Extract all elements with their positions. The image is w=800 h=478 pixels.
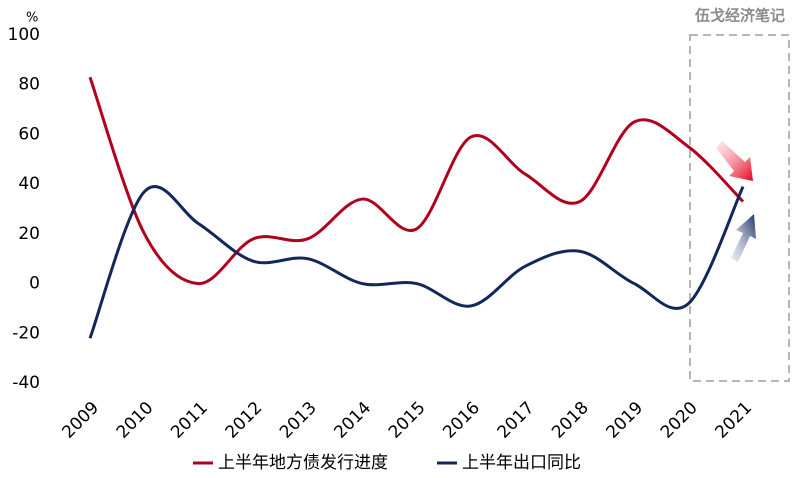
x-tick-label: 2021: [711, 398, 756, 443]
x-tick-label: 2010: [113, 398, 158, 443]
unit-label: %: [26, 11, 38, 26]
x-tick-label: 2016: [439, 398, 484, 443]
y-tick-label: 100: [8, 25, 40, 45]
line: [88, 76, 745, 286]
legend-label: 上半年地方债发行进度: [218, 453, 388, 473]
x-tick-label: 2013: [276, 398, 321, 443]
x-tick-label: 2017: [494, 398, 539, 443]
y-tick-label: 0: [29, 274, 40, 294]
legend-label: 上半年出口同比: [462, 453, 581, 473]
highlight-box: [689, 34, 790, 382]
y-tick-label: -20: [12, 323, 40, 343]
x-tick-label: 2020: [657, 398, 702, 443]
x-tick-label: 2018: [548, 398, 593, 443]
line: [88, 185, 745, 339]
arrow-down: [716, 141, 753, 181]
watermark: 伍戈经济笔记: [694, 7, 785, 25]
y-tick-label: -40: [12, 373, 40, 393]
y-tick-label: 40: [18, 174, 40, 194]
x-tick-label: 2014: [330, 398, 375, 443]
y-tick-label: 60: [18, 124, 40, 144]
arrow-up: [731, 214, 756, 262]
x-tick-label: 2009: [58, 398, 103, 443]
x-tick-label: 2012: [222, 398, 267, 443]
x-tick-label: 2019: [603, 398, 648, 443]
y-tick-label: 20: [18, 224, 40, 244]
y-tick-label: 80: [18, 75, 40, 95]
x-tick-label: 2015: [385, 398, 430, 443]
x-tick-label: 2011: [167, 398, 212, 443]
